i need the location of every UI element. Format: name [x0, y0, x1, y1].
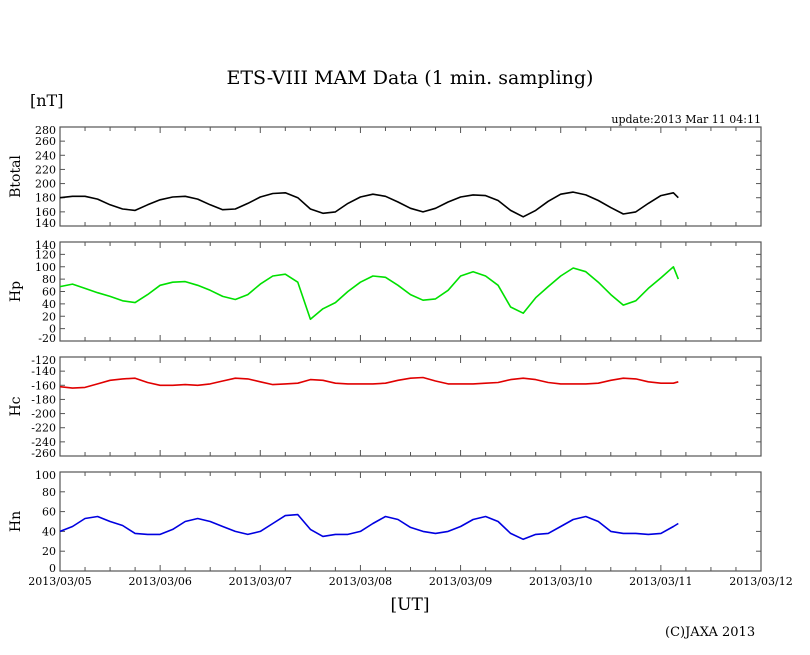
y-tick-label: 200 — [35, 178, 56, 191]
panel-frame — [59, 241, 762, 342]
y-tick-label: -140 — [31, 365, 56, 378]
x-tick-label: 2013/03/10 — [529, 575, 592, 588]
y-tick-label: -200 — [31, 408, 56, 421]
panel-hc: -260-240-220-200 -180-160-140-120 Hc — [8, 354, 762, 460]
y-axis-label: Hc — [8, 396, 24, 416]
unit-label: [nT] — [30, 91, 63, 110]
x-tick-label: 2013/03/06 — [128, 575, 191, 588]
y-axis-label: Hn — [8, 511, 24, 532]
y-tick-label: -20 — [38, 332, 56, 345]
y-tick-label: 240 — [35, 149, 56, 162]
y-tick-label: 140 — [35, 217, 56, 230]
y-tick-label: 80 — [42, 273, 56, 286]
y-tick-label: 60 — [42, 506, 56, 519]
chart-title: ETS-VIII MAM Data (1 min. sampling) — [227, 67, 594, 89]
y-tick-label: 0 — [49, 562, 56, 575]
panel-frame — [59, 126, 762, 227]
y-tick-label: 160 — [35, 206, 56, 219]
y-tick-label: 60 — [42, 286, 56, 299]
y-tick-label: 80 — [42, 486, 56, 499]
x-tick-label: 2013/03/05 — [28, 575, 91, 588]
y-tick-label: -220 — [31, 422, 56, 435]
copyright-text: (C)JAXA 2013 — [665, 625, 755, 640]
series-line-btotal — [59, 191, 679, 218]
y-tick-label: 20 — [42, 545, 56, 558]
panel-hn: 0 20 40 60 80 100 Hn — [8, 469, 762, 575]
y-axis-label: Btotal — [8, 155, 24, 198]
y-tick-label: 100 — [35, 261, 56, 274]
y-tick-label: -260 — [31, 447, 56, 460]
y-tick-label: -120 — [31, 354, 56, 367]
y-tick-label: 120 — [35, 248, 56, 261]
y-tick-label: 260 — [35, 135, 56, 148]
y-tick-label: -240 — [31, 436, 56, 449]
panel-frame — [59, 356, 762, 457]
x-tick-label: 2013/03/11 — [629, 575, 692, 588]
y-tick-label: 280 — [35, 124, 56, 137]
y-tick-label: 20 — [42, 310, 56, 323]
x-tick-label: 2013/03/09 — [429, 575, 492, 588]
y-tick-label: 0 — [49, 323, 56, 336]
y-tick-label: 220 — [35, 163, 56, 176]
update-text: update:2013 Mar 11 04:11 — [611, 113, 761, 126]
y-tick-label: 40 — [42, 298, 56, 311]
y-tick-label: 180 — [35, 192, 56, 205]
y-tick-label: 40 — [42, 525, 56, 538]
y-tick-label: 140 — [35, 239, 56, 252]
series-line-hc — [59, 376, 679, 389]
x-tick-label: 2013/03/07 — [229, 575, 292, 588]
panel-frame — [59, 471, 762, 572]
y-tick-label: -160 — [31, 379, 56, 392]
y-tick-label: -180 — [31, 393, 56, 406]
y-tick-label: 100 — [35, 469, 56, 482]
series-line-hp — [59, 265, 680, 321]
x-tick-label: 2013/03/12 — [729, 575, 792, 588]
series-line-hn — [59, 513, 679, 541]
y-axis-label: Hp — [8, 281, 24, 302]
x-axis-label: [UT] — [391, 595, 430, 615]
x-tick-label: 2013/03/08 — [329, 575, 392, 588]
